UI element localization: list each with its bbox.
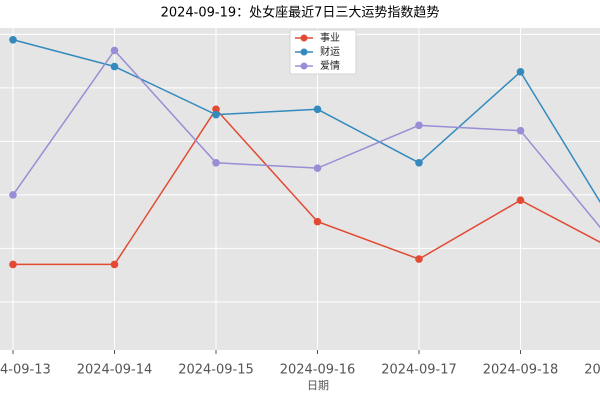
x-tick-label: 2024-09-13 — [0, 363, 51, 378]
data-point — [9, 191, 17, 199]
data-point — [110, 62, 119, 71]
legend-marker — [300, 62, 308, 70]
data-point — [9, 260, 17, 269]
data-point — [516, 196, 525, 205]
chart-title: 2024-09-19：处女座最近7日三大运势指数趋势 — [161, 5, 440, 21]
data-point — [212, 105, 220, 114]
x-tick-label: 2024-09-16 — [280, 363, 356, 378]
plot-background — [0, 28, 600, 350]
data-point — [415, 158, 423, 167]
data-point — [212, 158, 220, 167]
x-tick-label: 2024-09-18 — [483, 363, 559, 378]
x-tick-label: 2024-09-14 — [77, 363, 153, 378]
data-point — [516, 68, 525, 76]
data-point — [110, 46, 119, 55]
data-point — [313, 217, 322, 226]
data-point — [313, 105, 322, 114]
data-point — [415, 121, 423, 130]
legend-box — [289, 29, 357, 75]
x-tick-label: 2024-09-15 — [178, 363, 254, 378]
x-tick-label: 2024-09-19 — [584, 363, 600, 378]
data-point — [212, 110, 220, 119]
x-axis-label: 日期 — [307, 379, 329, 392]
data-point — [516, 126, 525, 135]
legend-marker — [300, 48, 308, 56]
data-point — [9, 35, 17, 44]
data-point — [110, 260, 119, 269]
legend-label: 财运 — [320, 45, 340, 58]
data-point — [313, 164, 322, 172]
x-tick-label: 2024-09-17 — [381, 363, 457, 378]
legend-marker — [300, 34, 308, 42]
data-point — [415, 255, 423, 263]
legend-label: 爱情 — [320, 59, 340, 72]
legend-label: 事业 — [320, 31, 340, 44]
